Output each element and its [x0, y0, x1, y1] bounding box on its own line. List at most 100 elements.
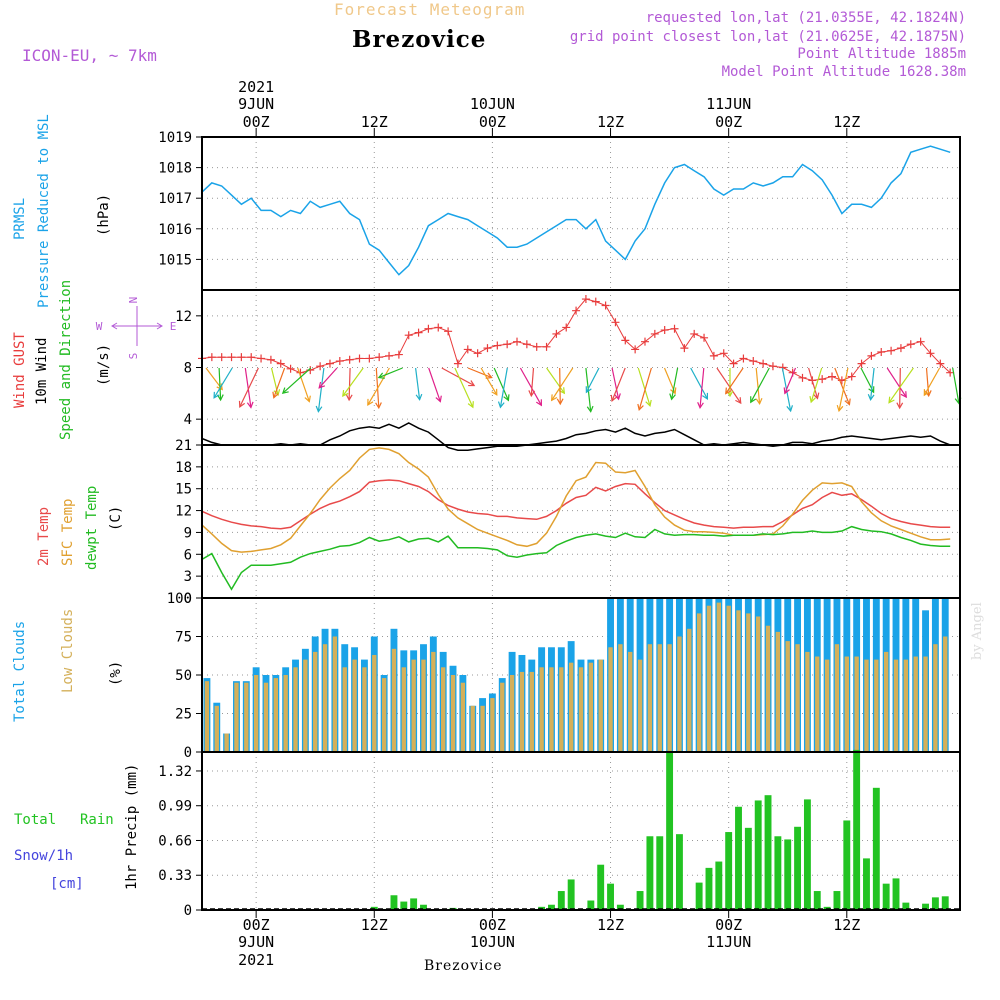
y-tick-label: 18 [175, 460, 192, 476]
gust-marker [660, 326, 669, 335]
low-cloud-bar [411, 659, 416, 752]
rain-bar [833, 891, 841, 910]
wind-ylabel: (m/s) [96, 344, 112, 386]
wind-direction-arrow [546, 367, 565, 394]
low-cloud-bar [884, 651, 889, 752]
gust-marker [936, 359, 945, 368]
low-cloud-bar [421, 659, 426, 752]
top-axis-hour: 12Z [597, 113, 624, 131]
rain-bar [715, 861, 723, 910]
low-cloud-bar [756, 616, 761, 752]
wind-direction-arrow [282, 367, 312, 394]
gust-marker [818, 375, 827, 384]
low-cloud-bar [588, 662, 594, 752]
wind-direction-arrowhead [528, 390, 536, 398]
y-tick-label: 1019 [158, 130, 192, 146]
gust-marker [503, 340, 512, 349]
wind-direction-arrow [755, 367, 761, 404]
y-tick-label: 0 [184, 903, 192, 919]
low-cloud-bar [736, 610, 741, 752]
wind-direction-arrow [834, 367, 850, 405]
wind-direction-arrow [638, 367, 652, 411]
low-cloud-bar [795, 644, 800, 752]
wind-direction-arrow [611, 367, 620, 400]
rain-bar [557, 891, 565, 910]
y-tick-label: 1016 [158, 222, 192, 238]
wind-direction-arrow [213, 367, 233, 399]
low-cloud-bar [431, 651, 436, 752]
gust-marker [404, 331, 413, 340]
gust-marker [572, 306, 581, 315]
wind-direction-arrow [317, 367, 325, 412]
bottom-axis-hour: 00Z [715, 916, 742, 934]
wind-direction-arrowhead [503, 394, 510, 402]
dewpt-temp-label: dewpt Temp [84, 486, 100, 570]
low-cloud-bar [657, 644, 662, 752]
gust-marker [453, 359, 462, 368]
rain-bar [705, 867, 713, 910]
snow-unit-label: [cm] [50, 876, 84, 892]
bottom-axis-hour: 00Z [243, 916, 270, 934]
gust-marker [749, 357, 758, 366]
wind-direction-arrowhead [318, 381, 326, 389]
dewpt-temp-line [201, 525, 951, 591]
gust-marker [227, 353, 236, 362]
model-label: ICON-EU, ~ 7km [22, 46, 157, 65]
low-cloud-bar [903, 659, 909, 752]
y-tick-label: 1.32 [158, 764, 192, 780]
wind-direction-arrow [585, 367, 600, 393]
wind-direction-arrowhead [867, 393, 875, 402]
low-cloud-bar [283, 675, 288, 752]
wind-direction-arrow [784, 367, 797, 394]
gust-marker [257, 354, 266, 363]
low-cloud-bar [391, 648, 397, 752]
gust-marker [700, 333, 709, 342]
gust-marker [709, 351, 718, 360]
pressure-label: PRMSL [12, 198, 28, 240]
pressure-label-full: Pressure Reduced to MSL [36, 114, 52, 308]
gust-marker [266, 355, 275, 364]
wind-direction-arrowhead [304, 395, 311, 403]
wind-direction-arrow [454, 367, 474, 408]
wind-direction-label: Speed and Direction [58, 280, 74, 440]
wind-direction-arrow [239, 367, 259, 408]
rain-bar [764, 795, 772, 910]
low-cloud-bar [480, 705, 485, 752]
gust-marker [631, 345, 640, 354]
rain-bar [597, 864, 605, 910]
gust-marker [385, 351, 394, 360]
low-cloud-bar [500, 682, 505, 752]
panel-frame [201, 751, 961, 911]
gust-marker [601, 301, 610, 310]
rain-bar [656, 836, 664, 910]
rain-bar [410, 898, 418, 910]
wind-direction-arrow [530, 367, 535, 396]
wind-direction-arrow [725, 367, 744, 394]
low-cloud-bar [834, 644, 840, 752]
wind-direction-arrowhead [809, 396, 816, 404]
low-cloud-bar [214, 705, 219, 752]
wind-direction-arrowhead [586, 405, 594, 413]
gust-marker [946, 368, 955, 377]
wind-direction-arrow [318, 367, 338, 389]
rain-bar [567, 879, 575, 910]
low-cloud-bar [539, 667, 544, 752]
low-cloud-bar [706, 605, 712, 752]
wind-direction-arrow [888, 367, 914, 404]
bottom-axis-hour: 12Z [597, 916, 624, 934]
top-axis-date: 9JUN [238, 95, 274, 113]
low-cloud-bar [313, 651, 318, 752]
gust-marker [247, 353, 256, 362]
rain-bar [744, 827, 752, 910]
y-tick-label: 50 [175, 668, 192, 684]
requested-coordinates: requested lon,lat (21.0355E, 42.1824N) [645, 10, 966, 26]
wind-direction-arrow [480, 367, 498, 396]
wind-direction-arrow [952, 367, 960, 404]
rain-label-total: Total [14, 812, 56, 828]
gust-marker [217, 353, 226, 362]
low-cloud-bar [618, 644, 623, 752]
y-tick-label: 0 [184, 591, 192, 607]
wind-direction-arrowhead [702, 392, 709, 400]
gust-marker [896, 344, 905, 353]
